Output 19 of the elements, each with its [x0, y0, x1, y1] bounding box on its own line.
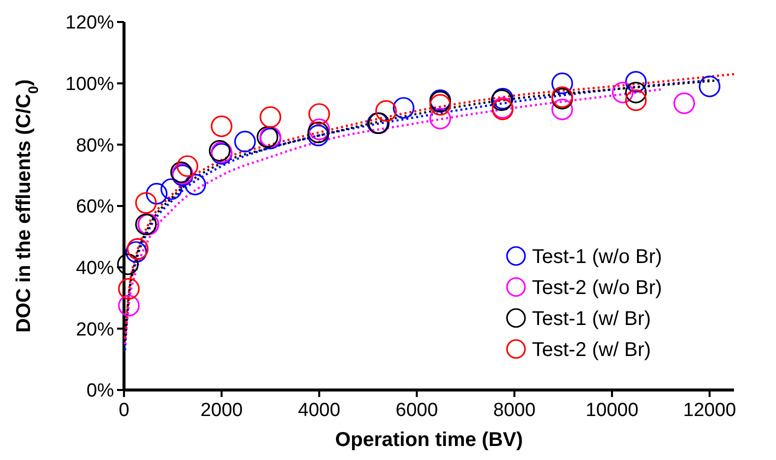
legend-label: Test-1 (w/o Br)	[532, 246, 662, 268]
y-tick-label: 40%	[76, 258, 114, 279]
y-tick-label: 80%	[76, 135, 114, 156]
x-tick-label: 8000	[493, 400, 536, 421]
y-tick-label: 120%	[65, 12, 114, 34]
x-tick-label: 2000	[200, 400, 243, 421]
x-tick-label: 4000	[298, 400, 340, 421]
legend-label: Test-2 (w/ Br)	[532, 339, 651, 361]
y-tick-label: 60%	[76, 196, 114, 218]
legend-label: Test-1 (w/ Br)	[532, 308, 651, 330]
x-axis-title: Operation time (BV)	[335, 429, 523, 451]
x-tick-label: 12000	[683, 400, 736, 421]
y-tick-label: 0%	[86, 380, 114, 402]
x-tick-label: 0	[118, 400, 130, 421]
x-tick-label: 6000	[396, 400, 438, 421]
legend-label: Test-2 (w/o Br)	[532, 277, 662, 299]
y-tick-label: 20%	[76, 319, 114, 340]
x-tick-label: 10000	[586, 400, 638, 421]
y-tick-label: 100%	[65, 74, 114, 95]
